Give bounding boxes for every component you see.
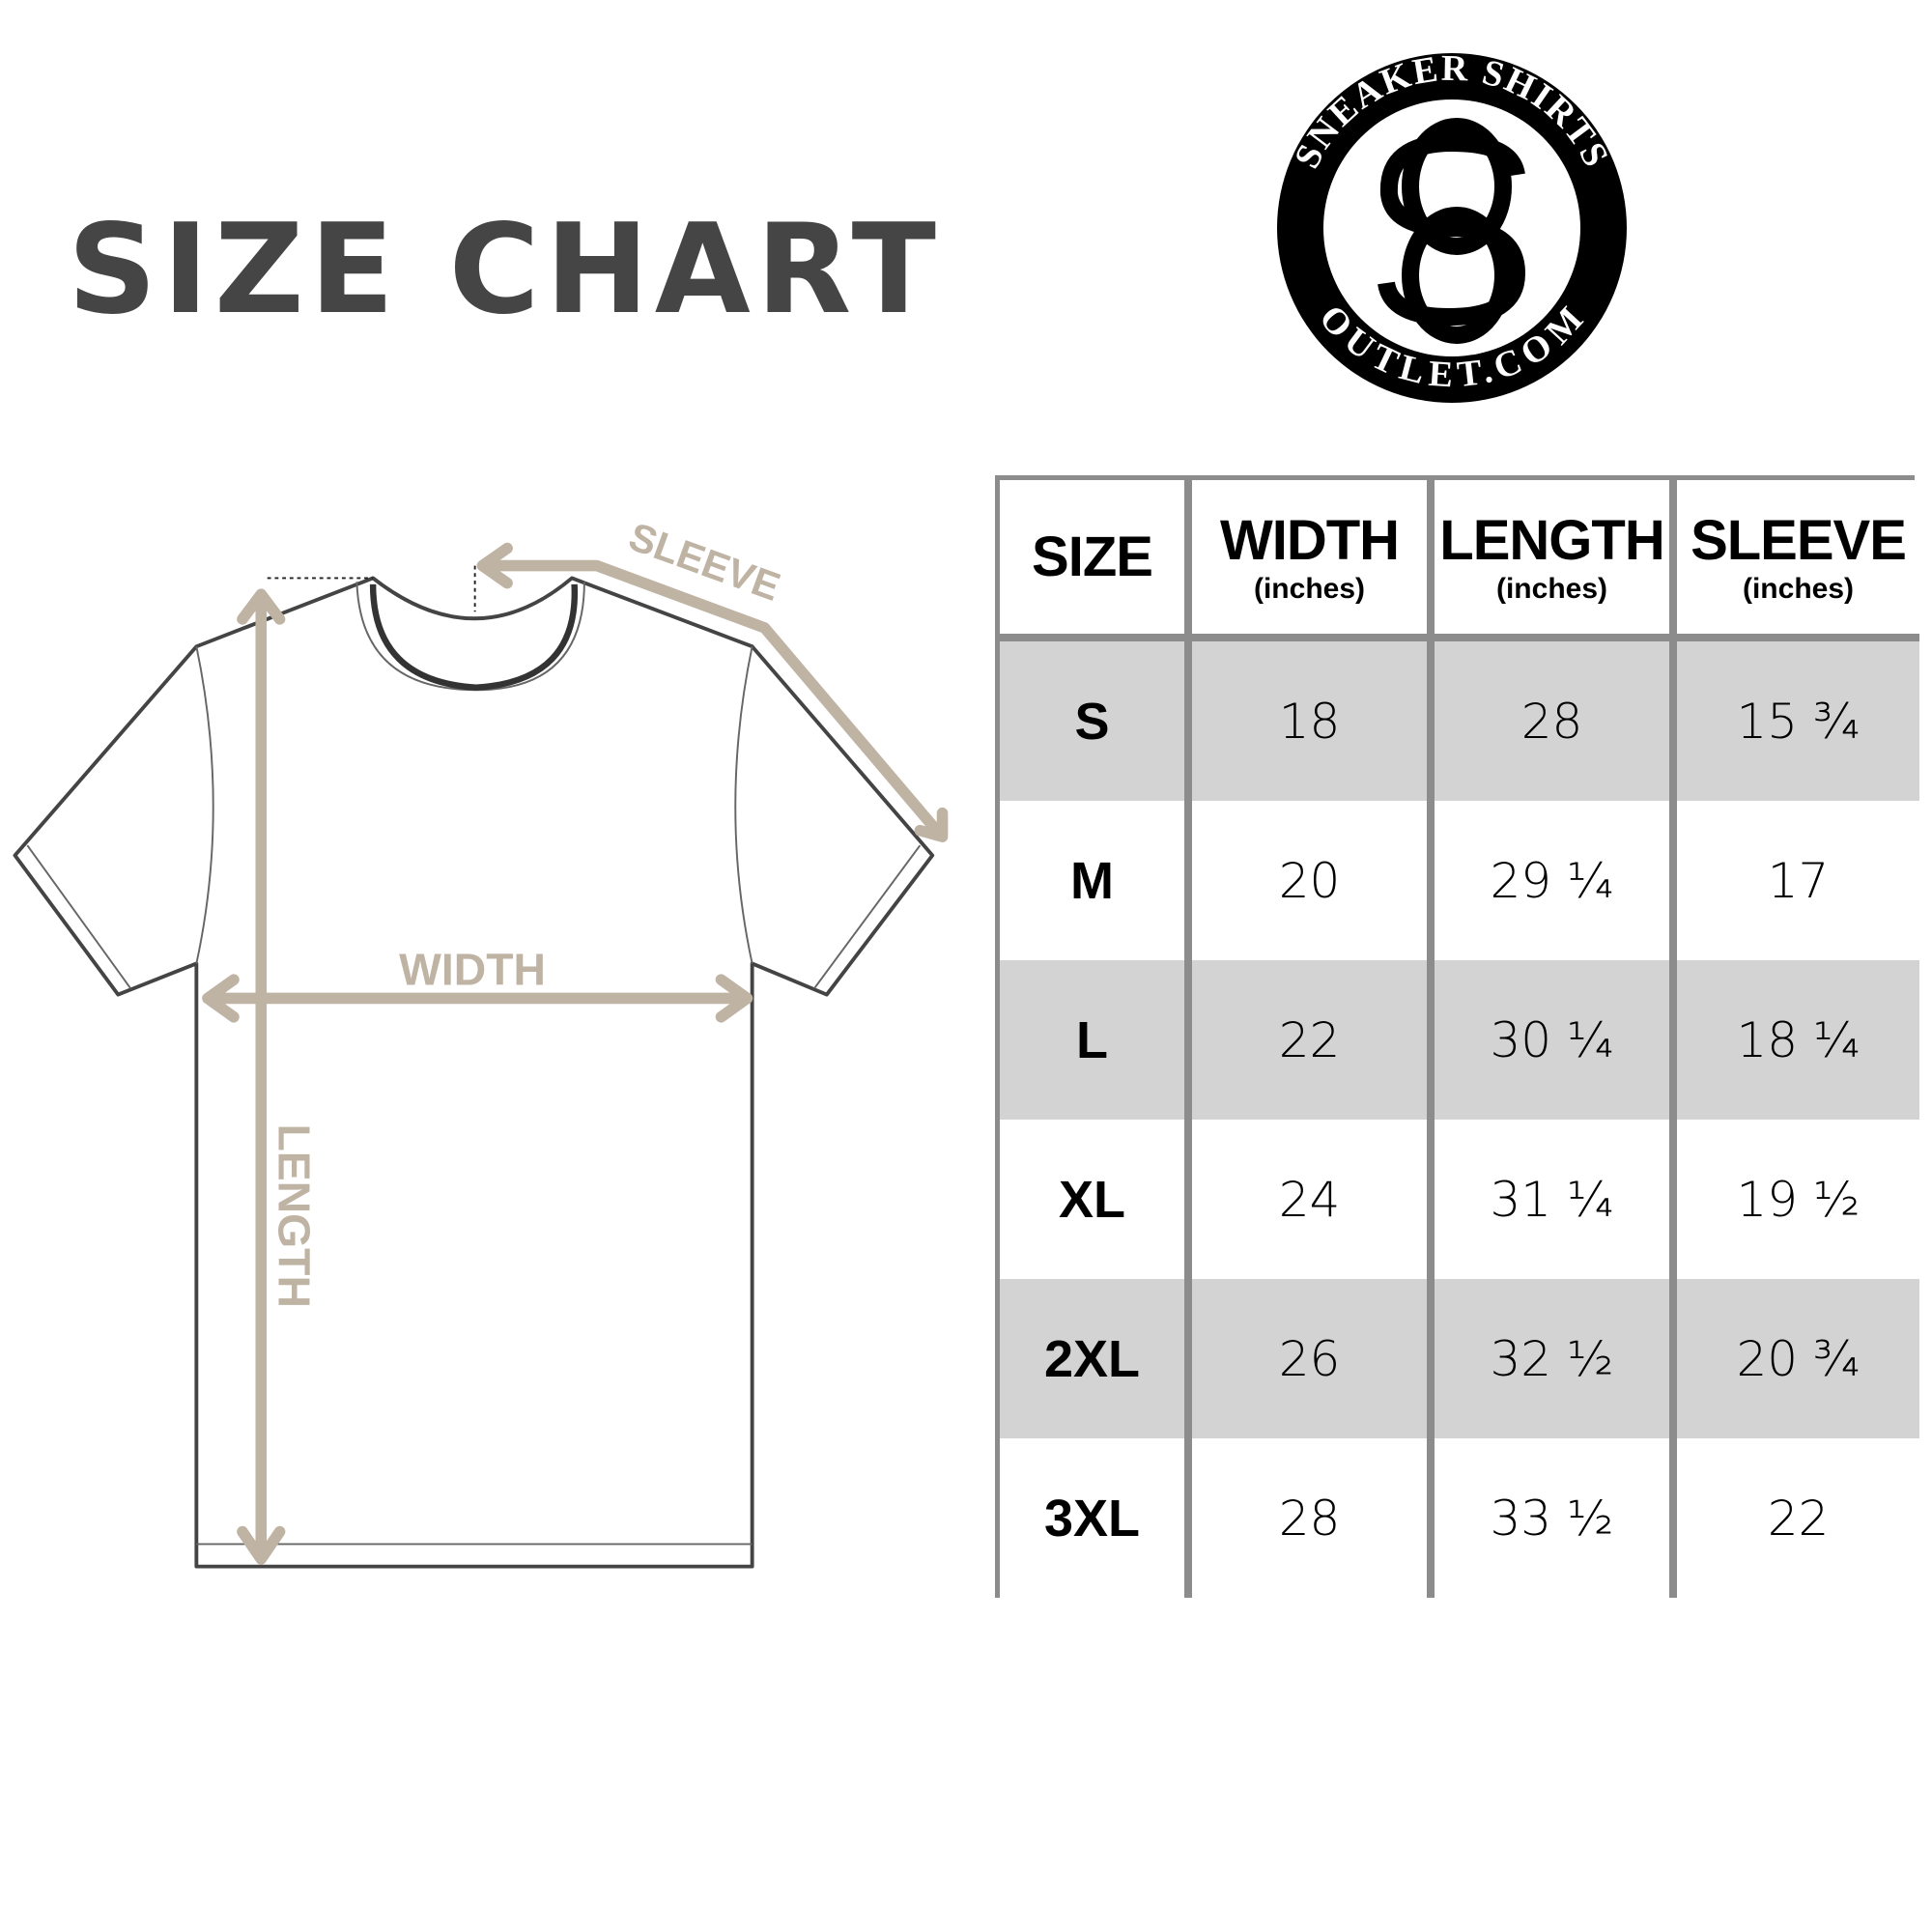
measurement-value: 20 — [1278, 852, 1341, 909]
length-arrow — [237, 588, 286, 1565]
column-header-label: WIDTH — [1219, 509, 1400, 572]
size-label: XL — [1058, 1170, 1125, 1229]
measurement-value: 29 ¼ — [1490, 852, 1614, 909]
table-cell: 20 — [1192, 801, 1435, 960]
table-cell: 2XL — [1000, 1279, 1192, 1438]
measurement-value: 32 ½ — [1490, 1330, 1614, 1387]
table-cell: 28 — [1435, 641, 1677, 801]
table-cell: 24 — [1192, 1120, 1435, 1279]
table-cell: 28 — [1192, 1438, 1435, 1598]
measurement-value: 20 ¾ — [1736, 1330, 1861, 1387]
table-cell: 18 — [1192, 641, 1435, 801]
table-cell: 31 ¼ — [1435, 1120, 1677, 1279]
table-cell: 32 ½ — [1435, 1279, 1677, 1438]
sleeve-arrow — [476, 542, 949, 842]
table-cell: M — [1000, 801, 1192, 960]
size-label: M — [1070, 851, 1114, 910]
size-label: 3XL — [1043, 1489, 1141, 1548]
measurement-value: 22 — [1767, 1490, 1830, 1547]
tshirt-outline — [13, 576, 935, 1569]
column-header-unit: (inches) — [1253, 573, 1366, 605]
column-header-unit: (inches) — [1742, 573, 1855, 605]
column-header: WIDTH (inches) — [1192, 480, 1435, 641]
table-cell: 33 ½ — [1435, 1438, 1677, 1598]
size-label: 2XL — [1043, 1329, 1141, 1388]
page-title: SIZE CHART — [68, 198, 942, 342]
measurement-value: 19 ½ — [1736, 1171, 1861, 1228]
column-header: LENGTH (inches) — [1435, 480, 1677, 641]
column-header-unit: (inches) — [1495, 573, 1608, 605]
length-label: LENGTH — [269, 1123, 319, 1307]
size-label: S — [1074, 692, 1110, 751]
column-header-label: SIZE — [1032, 526, 1153, 588]
measurement-value: 18 — [1278, 693, 1341, 750]
table-cell: 17 — [1677, 801, 1919, 960]
width-label: WIDTH — [399, 944, 546, 994]
measurement-value: 17 — [1767, 852, 1830, 909]
table-cell: L — [1000, 960, 1192, 1120]
width-arrow — [202, 974, 753, 1023]
table-cell: XL — [1000, 1120, 1192, 1279]
measurement-value: 28 — [1278, 1490, 1341, 1547]
size-table: SIZE WIDTH (inches) LENGTH (inches) SLEEVE (in… — [995, 475, 1919, 1598]
table-cell: 22 — [1192, 960, 1435, 1120]
table-cell: 19 ½ — [1677, 1120, 1919, 1279]
table-cell: 3XL — [1000, 1438, 1192, 1598]
measurement-value: 33 ½ — [1490, 1490, 1614, 1547]
table-cell: 22 — [1677, 1438, 1919, 1598]
column-header: SIZE — [1000, 480, 1192, 641]
sleeve-label: SLEEVE — [623, 514, 785, 610]
table-cell: 15 ¾ — [1677, 641, 1919, 801]
measurement-value: 26 — [1278, 1330, 1341, 1387]
measurement-value: 28 — [1520, 693, 1583, 750]
column-header-label: LENGTH — [1439, 509, 1664, 572]
measurement-value: 24 — [1278, 1171, 1341, 1228]
measurement-value: 18 ¼ — [1736, 1011, 1861, 1068]
measurement-value: 15 ¾ — [1736, 693, 1861, 750]
brand-logo: SNEAKER SHIRTS OUTLET.COM — [1277, 51, 1627, 403]
measurement-arrows — [202, 542, 949, 1565]
table-cell: 26 — [1192, 1279, 1435, 1438]
table-cell: 18 ¼ — [1677, 960, 1919, 1120]
measurement-value: 31 ¼ — [1490, 1171, 1614, 1228]
table-cell: S — [1000, 641, 1192, 801]
size-label: L — [1076, 1010, 1108, 1069]
table-cell: 30 ¼ — [1435, 960, 1677, 1120]
measurement-value: 22 — [1278, 1011, 1341, 1068]
table-cell: 29 ¼ — [1435, 801, 1677, 960]
table-cell: 20 ¾ — [1677, 1279, 1919, 1438]
column-header: SLEEVE (inches) — [1677, 480, 1919, 641]
column-header-label: SLEEVE — [1690, 509, 1907, 572]
measurement-value: 30 ¼ — [1490, 1011, 1614, 1068]
